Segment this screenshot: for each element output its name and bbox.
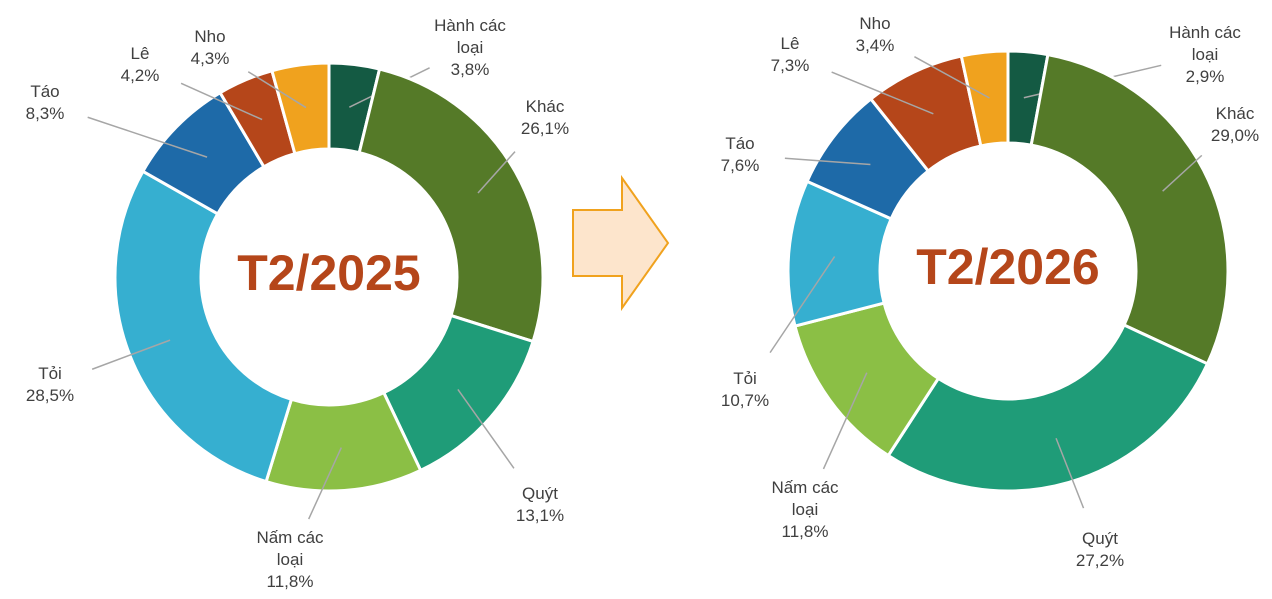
leader-line [477, 151, 516, 194]
leader-line [91, 339, 171, 370]
value-label: 3,4% [855, 36, 895, 55]
category-name: Táo [725, 134, 755, 153]
arrow [572, 174, 670, 312]
category-name: Nho [194, 27, 226, 46]
value-label: 28,5% [25, 386, 75, 405]
data-label: Hành các loại 2,9% [1155, 22, 1255, 88]
donut-slice [959, 49, 1010, 148]
leader-line [87, 116, 208, 158]
leader-line [784, 157, 871, 166]
value-label: 11,8% [781, 522, 829, 541]
category-name: Tỏi [733, 369, 757, 388]
value-label: 26,1% [520, 119, 570, 138]
data-label: Táo 7,6% [690, 133, 790, 177]
value-label: 7,6% [720, 156, 760, 175]
donut-slice [1029, 52, 1230, 366]
data-label: Quýt 27,2% [1050, 528, 1150, 572]
leader-line [457, 388, 515, 469]
category-name: Nấm các loại [771, 478, 839, 519]
value-label: 7,3% [770, 56, 810, 75]
donut-slice [886, 323, 1210, 493]
value-label: 10,7% [720, 391, 770, 410]
category-name: Quýt [1082, 529, 1118, 548]
data-label: Lê 7,3% [740, 33, 840, 77]
data-label: Hành các loại 3,8% [420, 15, 520, 81]
donut-slice [270, 61, 331, 156]
data-label: Nho 3,4% [825, 13, 925, 57]
category-name: Khác [525, 97, 565, 116]
leader-line [1055, 437, 1085, 509]
category-name: Nho [859, 14, 891, 33]
leader-line [308, 447, 343, 520]
value-label: 8,3% [25, 104, 65, 123]
category-name: Lê [130, 44, 150, 63]
category-name: Nấm các loại [256, 528, 324, 569]
data-label: Tỏi 28,5% [0, 363, 100, 407]
value-label: 3,8% [450, 60, 490, 79]
donut-slice [113, 169, 294, 484]
data-label: Khác 26,1% [495, 96, 595, 140]
category-name: Tỏi [38, 364, 62, 383]
leader-line [822, 372, 868, 470]
category-name: Hành các loại [1169, 23, 1241, 64]
value-label: 4,2% [120, 66, 160, 85]
value-label: 27,2% [1075, 551, 1125, 570]
leader-line [247, 71, 307, 109]
data-label: Quýt 13,1% [490, 483, 590, 527]
leader-line [769, 256, 836, 354]
category-name: Quýt [522, 484, 558, 503]
value-label: 2,9% [1185, 67, 1225, 86]
value-label: 4,3% [190, 49, 230, 68]
data-label: Táo 8,3% [0, 81, 95, 125]
category-name: Khác [1215, 104, 1255, 123]
leader-line [180, 82, 263, 121]
data-label: Tỏi 10,7% [695, 368, 795, 412]
leader-line [914, 56, 990, 99]
value-label: 29,0% [1210, 126, 1260, 145]
category-name: Hành các loại [434, 16, 506, 57]
chart-title: T2/2026 [916, 239, 1099, 295]
chart-title: T2/2025 [237, 245, 420, 301]
leader-line [1162, 154, 1203, 192]
category-name: Táo [30, 82, 60, 101]
data-label: Lê 4,2% [90, 43, 190, 87]
data-label: Nấm các loại 11,8% [245, 527, 335, 593]
data-label: Nho 4,3% [160, 26, 260, 70]
category-name: Lê [780, 34, 800, 53]
value-label: 13,1% [515, 506, 565, 525]
data-label: Nấm các loại 11,8% [760, 477, 850, 543]
leader-line [831, 71, 934, 115]
value-label: 11,8% [266, 572, 314, 591]
donut-slice [357, 67, 545, 344]
data-label: Khác 29,0% [1185, 103, 1272, 147]
